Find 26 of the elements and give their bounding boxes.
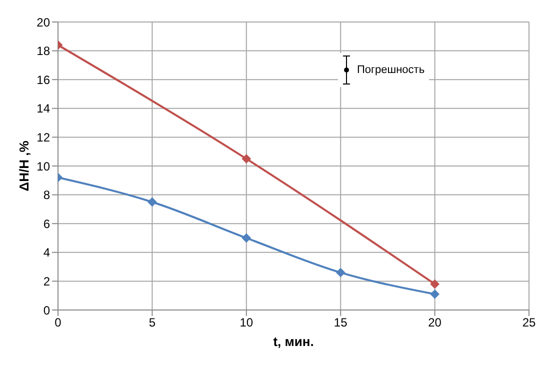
point xyxy=(430,290,440,299)
x-tick-label: 25 xyxy=(522,316,536,330)
y-tick-label: 10 xyxy=(36,159,50,174)
point xyxy=(242,234,251,242)
point xyxy=(148,198,157,206)
point xyxy=(242,154,251,164)
x-tick-label: 15 xyxy=(334,316,348,330)
y-tick-label: 0 xyxy=(43,303,50,318)
y-tick-label: 8 xyxy=(43,188,50,202)
point xyxy=(336,268,346,278)
x-tick-label: 20 xyxy=(428,316,442,330)
y-tick-label: 14 xyxy=(36,102,50,116)
y-tick-label: 12 xyxy=(36,130,50,144)
x-tick-label: 0 xyxy=(54,316,62,330)
point xyxy=(430,280,440,289)
y-axis-title: ΔH/H ,% xyxy=(16,140,32,192)
y-tick-label: 4 xyxy=(43,246,50,260)
annotation: Погрешность xyxy=(357,64,425,76)
x-axis-title: t, мин. xyxy=(273,334,314,349)
y-tick-label: 16 xyxy=(36,72,50,87)
y-tick-label: 6 xyxy=(43,216,50,231)
x-tick-label: 5 xyxy=(148,316,156,330)
y-tick-label: 2 xyxy=(43,274,50,288)
x-tick-label: 10 xyxy=(240,316,254,330)
y-tick-label: 18 xyxy=(36,44,50,58)
y-tick-label: 20 xyxy=(36,15,50,30)
